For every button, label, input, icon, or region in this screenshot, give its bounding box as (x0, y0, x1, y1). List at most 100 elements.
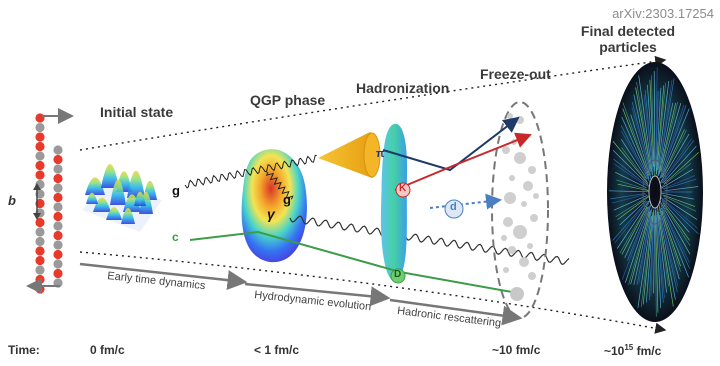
initial-map-peak (86, 192, 98, 204)
initial-map-peak (110, 179, 126, 205)
final-particles-title-line1: Final detected (580, 23, 676, 39)
detector-track (655, 210, 659, 313)
detector-track (656, 217, 664, 303)
time-freezeout: ~10 fm/c (492, 343, 541, 357)
detector-track (633, 94, 651, 172)
detector-track (661, 129, 685, 178)
nucleon (53, 211, 63, 222)
detector-track (661, 200, 690, 233)
detector-track (664, 197, 698, 220)
nucleon (53, 230, 63, 241)
detector-track (647, 84, 654, 167)
nucleon (53, 192, 63, 203)
detector-track (621, 147, 648, 182)
initial-map-peak (127, 170, 145, 198)
detector-track (612, 149, 649, 186)
detector-track (659, 105, 687, 180)
hadron-dot (514, 152, 526, 164)
detector-track (658, 206, 680, 280)
timeline-label: Time: (8, 343, 40, 357)
detector-track (615, 171, 647, 189)
nucleon (53, 249, 63, 260)
nucleon (35, 217, 45, 228)
detector-track (661, 140, 695, 184)
initial-map-peak (101, 164, 119, 188)
nucleon (53, 164, 63, 174)
detector-track (650, 75, 655, 174)
detector-track (621, 206, 648, 255)
initial-map-peak (106, 207, 122, 220)
rescattering-arrow (389, 298, 523, 326)
detector-track (656, 214, 665, 299)
detector-track (633, 209, 652, 285)
detector-track (642, 211, 654, 305)
hadron-dot (521, 201, 527, 207)
hadron-dot (513, 225, 527, 239)
deuteron-marker (444, 199, 464, 219)
hadron-dot (503, 217, 513, 227)
photon-line (289, 215, 570, 265)
nucleon (35, 151, 45, 161)
deuteron-label: d (450, 201, 457, 213)
nucleon (53, 202, 63, 212)
detector-track (655, 90, 659, 167)
nucleon (53, 173, 63, 184)
detector-track (663, 152, 699, 185)
detector-track (655, 67, 658, 169)
hadron-dot (528, 166, 536, 174)
detector-track (619, 200, 647, 226)
detector-track (658, 102, 677, 175)
detector-track (661, 210, 681, 267)
nucleon (35, 141, 45, 152)
hadron-dot (507, 113, 513, 119)
detector-track (654, 212, 657, 317)
detector-track (660, 163, 692, 188)
nucleon (35, 236, 45, 247)
detector-track (616, 200, 650, 249)
detector-track (658, 80, 673, 169)
nucleon (53, 240, 63, 250)
nucleon (35, 227, 45, 237)
detector-track (659, 211, 678, 293)
kaon-label: K (399, 183, 407, 194)
hadron-dot (519, 257, 529, 267)
pion-label: π (376, 148, 385, 160)
hadron-dot (528, 272, 536, 280)
detector-track (628, 212, 650, 285)
initial-map-peak (85, 177, 105, 195)
detector-track (659, 133, 690, 184)
detector-track (608, 190, 650, 193)
nucleon (53, 183, 63, 193)
detector-track (613, 194, 648, 211)
detector-track (614, 163, 646, 186)
detector-track (658, 203, 681, 272)
nucleon (53, 259, 63, 269)
arxiv-reference: arXiv:2303.17254 (612, 6, 714, 21)
nucleon (53, 268, 63, 279)
time-initial: 0 fm/c (90, 343, 125, 357)
detector-track (640, 214, 653, 308)
detector-track (656, 206, 674, 307)
detector-track (659, 215, 676, 300)
nucleon (35, 246, 45, 256)
hadron-dot (508, 246, 516, 254)
detector-track (621, 116, 650, 179)
detector-track (662, 175, 696, 190)
detector-track (610, 193, 646, 200)
detector-track (636, 81, 653, 178)
hadron-dot (503, 267, 509, 273)
detector-track (621, 139, 647, 180)
hadron-dot (509, 175, 515, 181)
hadron-dot (533, 193, 539, 199)
time-final-exponent: 15 (624, 343, 634, 352)
nucleon (35, 265, 45, 275)
nucleon (53, 145, 63, 155)
freeze-out-surface (491, 101, 549, 319)
hydro-evolution-arrow (244, 282, 391, 307)
detector-track (638, 206, 653, 284)
detector-track (612, 140, 649, 184)
initial-state-title: Initial state (100, 104, 174, 120)
hadron-dot (504, 192, 516, 204)
detector-track (620, 125, 650, 182)
